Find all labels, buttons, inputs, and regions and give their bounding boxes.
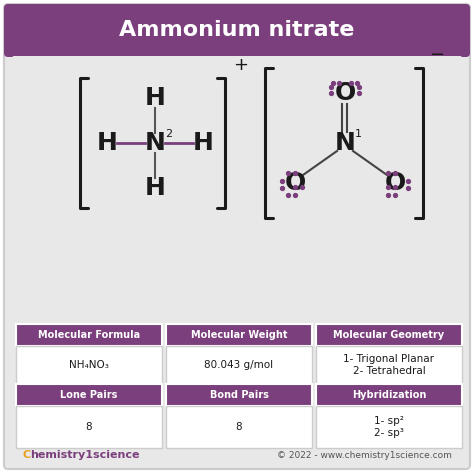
Text: N: N [145,131,165,155]
Text: 1: 1 [355,129,362,139]
Bar [166,346,312,384]
Text: +: + [233,56,248,74]
Text: 8: 8 [236,422,242,432]
Text: O: O [334,81,356,105]
Text: Lone Pairs: Lone Pairs [60,390,118,400]
Text: 1- sp²
2- sp³: 1- sp² 2- sp³ [374,416,404,438]
Bar [316,324,462,346]
FancyBboxPatch shape [4,4,470,57]
Bar [166,384,312,406]
FancyBboxPatch shape [12,56,462,255]
Text: C: C [22,450,30,460]
Bar [166,324,312,346]
Text: H: H [145,86,165,110]
Bar [166,406,312,448]
Bar [316,346,462,384]
Text: −: − [429,46,444,64]
FancyBboxPatch shape [4,4,470,469]
Text: hemistry1science: hemistry1science [30,450,139,460]
Text: O: O [384,171,406,195]
Text: 2: 2 [165,129,172,139]
Text: 80.043 g/mol: 80.043 g/mol [204,360,273,370]
Text: H: H [145,176,165,200]
Text: 8: 8 [86,422,92,432]
Bar [16,346,162,384]
Text: Bond Pairs: Bond Pairs [210,390,268,400]
Text: © 2022 - www.chemistry1science.com: © 2022 - www.chemistry1science.com [277,451,452,460]
Text: H: H [192,131,213,155]
Text: H: H [97,131,118,155]
Bar [316,384,462,406]
Text: Molecular Weight: Molecular Weight [191,330,287,340]
Text: Ammonium nitrate: Ammonium nitrate [119,20,355,40]
Bar [16,324,162,346]
Text: NH₄NO₃: NH₄NO₃ [69,360,109,370]
Bar [316,406,462,448]
Text: O: O [284,171,306,195]
Text: N: N [335,131,356,155]
Text: 1- Trigonal Planar
2- Tetrahedral: 1- Trigonal Planar 2- Tetrahedral [344,354,435,376]
Bar [16,384,162,406]
Text: Molecular Geometry: Molecular Geometry [333,330,445,340]
Bar [16,406,162,448]
Text: Molecular Formula: Molecular Formula [38,330,140,340]
Text: Hybridization: Hybridization [352,390,426,400]
